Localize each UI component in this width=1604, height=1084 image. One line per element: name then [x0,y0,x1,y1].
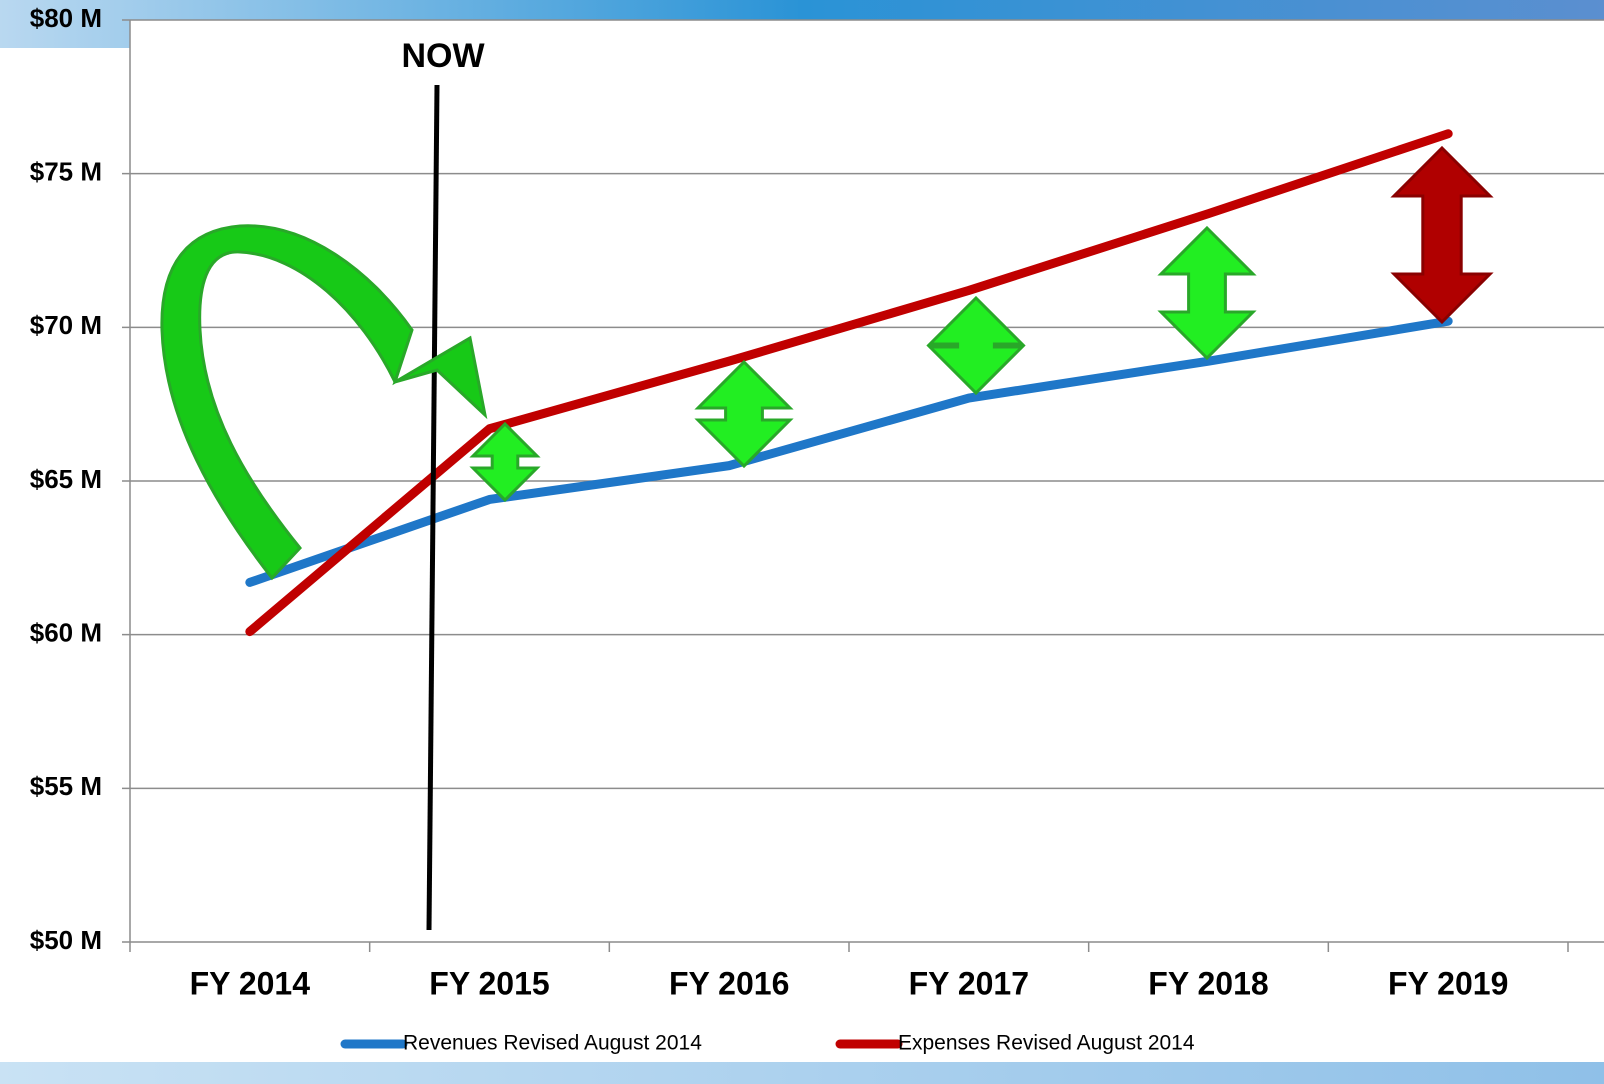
legend-label: Expenses Revised August 2014 [898,1032,1195,1055]
y-tick-label: $65 M [30,464,102,494]
x-tick-label: FY 2018 [1148,965,1268,1001]
y-tick-label: $55 M [30,771,102,801]
y-tick-label: $75 M [30,157,102,187]
x-tick-label: FY 2019 [1388,965,1508,1001]
footer-band [0,1062,1604,1084]
legend-label: Revenues Revised August 2014 [403,1032,702,1055]
y-tick-label: $60 M [30,618,102,648]
x-tick-label: FY 2014 [190,965,311,1001]
y-tick-label: $50 M [30,925,102,955]
y-tick-label: $70 M [30,310,102,340]
y-tick-label: $80 M [30,3,102,33]
x-tick-label: FY 2016 [669,965,789,1001]
x-tick-label: FY 2017 [909,965,1029,1001]
x-tick-label: FY 2015 [429,965,549,1001]
chart: NOW $50 M $55 M $60 M $65 M $70 M $75 M $80 M F… [0,0,1604,1084]
annotation: NOW [401,37,485,75]
